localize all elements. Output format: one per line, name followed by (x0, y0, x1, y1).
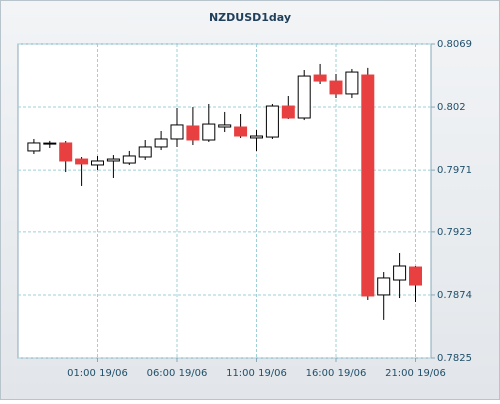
y-tick-label: 0.7923 (437, 227, 472, 238)
candle-body (91, 160, 104, 166)
candle-body (43, 142, 57, 145)
candle-body (250, 135, 263, 139)
candle-body (409, 266, 422, 286)
candle-body (377, 277, 391, 296)
candle-body (59, 142, 73, 162)
candle-body (313, 74, 327, 82)
candle-body (265, 105, 279, 138)
y-tick-label: 0.802 (437, 102, 466, 113)
y-tick-label: 0.7971 (437, 165, 472, 176)
candle-body (154, 138, 168, 148)
chart-title: NZDUSD1day (209, 11, 291, 24)
y-tick-label: 0.8069 (437, 39, 472, 50)
y-tick-label: 0.7874 (437, 290, 472, 301)
candle-body (361, 74, 375, 297)
candle-body (170, 124, 184, 140)
candle-body (345, 71, 359, 95)
candle-body (329, 80, 343, 95)
candle-body (138, 146, 152, 158)
candle-body (218, 124, 232, 128)
candle-body (297, 75, 311, 119)
x-tick-label: 06:00 19/06 (147, 368, 208, 379)
x-tick-label: 11:00 19/06 (226, 368, 287, 379)
candle-body (234, 126, 248, 137)
candle-body (122, 155, 136, 164)
candle-body (202, 123, 216, 141)
candle-body (27, 142, 41, 152)
candle-body (75, 158, 89, 165)
candle-body (106, 158, 120, 162)
x-tick-label: 16:00 19/06 (306, 368, 367, 379)
candle-body (186, 125, 200, 141)
x-tick-label: 21:00 19/06 (385, 368, 446, 379)
candle-body (281, 105, 295, 119)
candle-body (393, 265, 407, 281)
y-tick-label: 0.7825 (437, 353, 472, 364)
x-tick-label: 01:00 19/06 (67, 368, 128, 379)
